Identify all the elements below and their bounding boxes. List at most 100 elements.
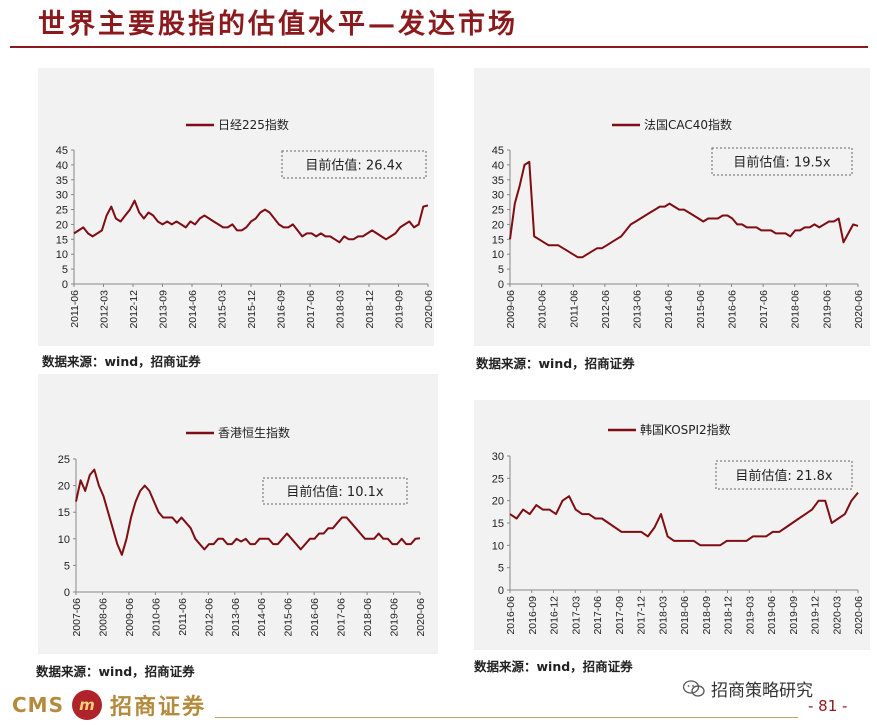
chart-panel: 0 5 10 15 20 25 2007-06 2008-06 2009-06 2010-06 20… [38,374,438,654]
y-tick-label: 35 [56,175,68,187]
title-divider [10,46,868,48]
x-tick-label: 2016-06 [309,598,321,637]
valuation-label: 目前估值: 26.4x [305,158,402,174]
legend-label: 韩国KOSPI2指数 [640,422,731,437]
wechat-icon [683,679,705,697]
chart-kospi2: 0 5 10 15 20 25 30 2016-06 2016-09 2016-12 2017-03… [492,422,865,635]
legend-label: 法国CAC40指数 [644,117,732,132]
x-tick-label: 2009-06 [505,290,517,329]
x-tick-label: 2020-06 [853,596,865,635]
y-tick-label: 25 [58,454,70,466]
x-tick-label: 2018-09 [701,596,713,635]
y-tick-label: 5 [62,264,68,276]
series-line [73,199,429,244]
chart-panel: 0 5 10 15 20 25 30 2016-06 2016-09 2016-12 2017-03… [474,400,870,650]
chart-panel: 0 5 10 15 20 25 30 35 40 45 2011-06 2012-03 2012-12 2… [38,68,434,346]
x-tick-label: 2018-06 [362,598,374,637]
x-tick-label: 2019-09 [394,290,406,329]
x-tick-label: 2018-03 [335,290,347,329]
y-tick-label: 45 [492,145,504,157]
x-tick-label: 2016-12 [549,596,561,635]
y-tick-label: 0 [498,279,504,291]
chart-cac40: 0 5 10 15 20 25 30 35 40 45 2009-06 2010-06 2011-06 2… [492,117,865,329]
series-line [509,491,859,547]
x-tick-label: 2009-06 [124,598,136,637]
x-tick-label: 2019-12 [810,596,822,635]
y-tick-label: 0 [498,585,504,597]
valuation-box [281,150,427,179]
page-title: 世界主要股指的估值水平—发达市场 [38,9,518,40]
y-tick-label: 10 [492,249,504,261]
y-tick-label: 45 [56,145,68,157]
x-tick-label: 2020-06 [423,290,434,329]
source-note: 数据来源：wind，招商证券 [42,354,201,369]
chart-hang-seng: 0 5 10 15 20 25 2007-06 2008-06 2009-06 2010-06 20… [58,425,427,637]
page-number: - 81 - [808,697,848,715]
x-tick-label: 2020-06 [415,598,427,637]
x-tick-label: 2017-12 [636,596,648,635]
y-tick-label: 30 [492,451,504,463]
x-tick-label: 2019-03 [744,596,756,635]
x-tick-label: 2014-06 [663,290,675,329]
x-tick-label: 2011-06 [568,290,580,328]
valuation-box [262,477,408,505]
y-tick-label: 10 [492,540,504,552]
logo-badge-icon: m [71,690,102,720]
x-tick-label: 2017-03 [570,596,582,635]
source-note: 数据来源：wind，招商证券 [36,664,195,679]
x-tick-label: 2019-06 [389,598,401,637]
y-tick-label: 40 [492,160,504,172]
x-tick-label: 2015-03 [217,290,229,329]
y-tick-label: 15 [56,234,68,246]
x-tick-label: 2012-12 [128,290,140,329]
y-tick-label: 25 [492,473,504,485]
x-tick-label: 2016-06 [505,596,517,635]
y-tick-label: 20 [492,496,504,508]
x-tick-label: 2018-12 [723,596,735,635]
x-tick-label: 2020-03 [831,596,843,635]
x-tick-label: 2019-06 [766,596,778,635]
y-tick-label: 5 [64,560,70,572]
y-tick-label: 25 [492,205,504,217]
x-tick-label: 2017-06 [758,290,770,329]
footer-divider [215,717,798,718]
y-tick-label: 10 [58,534,70,546]
cms-logo-text: CMS [12,693,64,717]
y-tick-label: 0 [64,587,70,599]
legend-label: 日经225指数 [218,117,289,132]
series-line [509,160,859,259]
x-tick-label: 2019-06 [821,290,833,329]
x-tick-label: 2017-06 [336,598,348,637]
x-tick-label: 2016-09 [527,596,539,635]
y-tick-label: 20 [492,219,504,231]
valuation-box [715,460,853,490]
y-tick-label: 5 [498,563,504,575]
x-tick-label: 2013-06 [632,290,644,329]
chart-nikkei225: 0 5 10 15 20 25 30 35 40 45 2011-06 2012-03 2012-12 2… [56,117,434,329]
legend-label: 香港恒生指数 [218,425,290,440]
y-tick-label: 15 [492,234,504,246]
y-tick-label: 10 [56,249,68,261]
y-tick-label: 40 [56,160,68,172]
x-tick-label: 2013-09 [158,290,170,329]
y-tick-label: 0 [62,279,68,291]
valuation-box [711,147,853,176]
x-tick-label: 2018-06 [790,290,802,329]
wechat-account-name: 招商策略研究 [711,681,813,701]
wechat-attribution: 招商策略研究 [683,676,813,701]
x-tick-label: 2011-06 [69,290,81,328]
y-tick-label: 30 [492,190,504,202]
x-tick-label: 2008-06 [97,598,109,637]
x-tick-label: 2012-06 [600,290,612,329]
x-tick-label: 2010-06 [150,598,162,637]
y-tick-label: 35 [492,175,504,187]
x-tick-label: 2013-06 [230,598,242,637]
x-tick-label: 2017-06 [592,596,604,635]
x-tick-label: 2012-06 [203,598,215,637]
source-note: 数据来源：wind，招商证券 [476,356,635,371]
x-tick-label: 2014-06 [187,290,199,329]
x-tick-label: 2020-06 [853,290,865,329]
x-tick-label: 2019-09 [788,596,800,635]
x-tick-label: 2007-06 [71,598,83,637]
valuation-label: 目前估值: 19.5x [733,155,830,171]
